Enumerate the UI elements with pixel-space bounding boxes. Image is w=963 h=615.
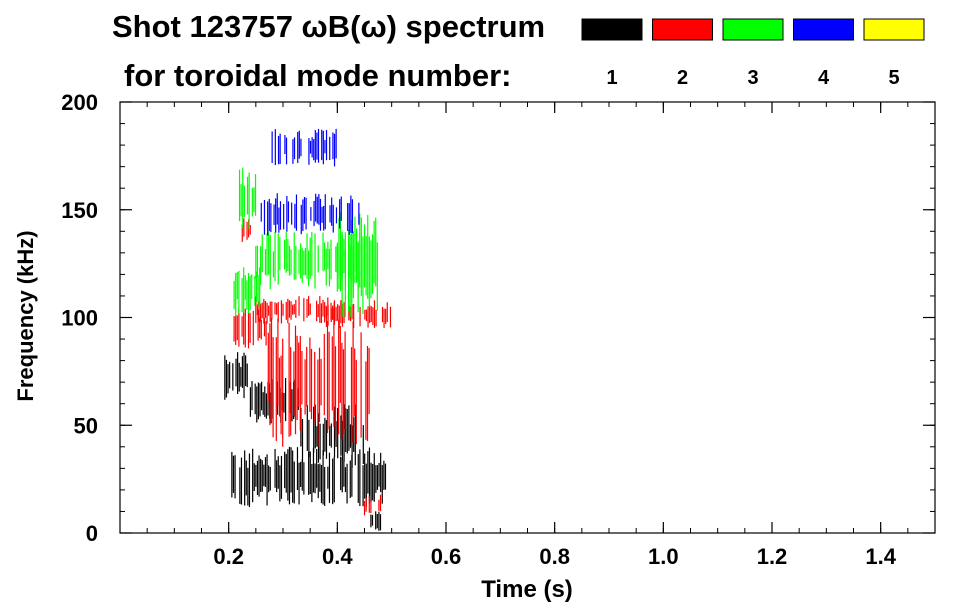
spectrum-region-mode-2-2: [255, 296, 335, 324]
spectrum-region-mode-1-1: [224, 352, 248, 400]
x-tick-label: 0.4: [322, 544, 353, 569]
y-tick-label: 200: [61, 90, 98, 115]
y-tick-label: 50: [74, 413, 98, 438]
x-tick-label: 1.2: [757, 544, 788, 569]
chart-title-line1: Shot 123757 ωB(ω) spectrum: [112, 9, 545, 44]
spectrum-region-mode-4-2: [271, 128, 337, 167]
x-axis-label: Time (s): [481, 576, 573, 603]
y-tick-label: 0: [86, 521, 98, 546]
legend-label-mode-1: 1: [606, 67, 617, 89]
spectrum-region-mode-2-6: [363, 494, 382, 516]
spectrum-region-mode-4-1: [260, 193, 360, 236]
y-tick-label: 150: [61, 198, 98, 223]
legend-label-mode-2: 2: [677, 67, 688, 89]
x-tick-label: 0.8: [539, 544, 570, 569]
legend: 1 2 3 4 5: [581, 18, 925, 89]
x-tick-label: 1.0: [648, 544, 679, 569]
spectrum-region-mode-1-5: [370, 511, 382, 531]
legend-swatch-mode-2: [652, 18, 713, 41]
legend-swatch-mode-3: [722, 18, 784, 41]
y-axis-label: Frequency (kHz): [13, 230, 38, 401]
chart-title-line2: for toroidal mode number:: [124, 58, 512, 93]
spectrum-region-mode-3-3: [233, 267, 261, 317]
legend-label-mode-3: 3: [747, 67, 758, 89]
legend-swatch-mode-5: [863, 18, 925, 41]
x-tick-label: 0.2: [213, 544, 244, 569]
legend-swatch-mode-1: [581, 18, 643, 41]
spectrum-region-mode-2-4: [325, 300, 392, 329]
spectrum-region-mode-3-1: [238, 167, 257, 230]
spectrum-region-mode-3-2: [255, 231, 359, 290]
spectrum-region-mode-2-3: [267, 318, 370, 447]
x-tick-label: 1.4: [865, 544, 896, 569]
y-tick-label: 100: [61, 306, 98, 331]
x-tick-label: 0.6: [431, 544, 462, 569]
legend-label-mode-4: 4: [818, 67, 830, 89]
spectrum-region-mode-2-1: [233, 308, 267, 349]
spectrogram-data: [224, 128, 392, 531]
spectrum-region-mode-1-4: [231, 446, 387, 508]
legend-label-mode-5: 5: [888, 67, 899, 89]
spectrum-region-mode-3-4: [336, 212, 378, 318]
legend-swatch-mode-4: [793, 18, 854, 41]
plot-axes: 0.2 0.4 0.6 0.8 1.0 1.2 1.4 0 50 100 150 200: [61, 90, 936, 569]
